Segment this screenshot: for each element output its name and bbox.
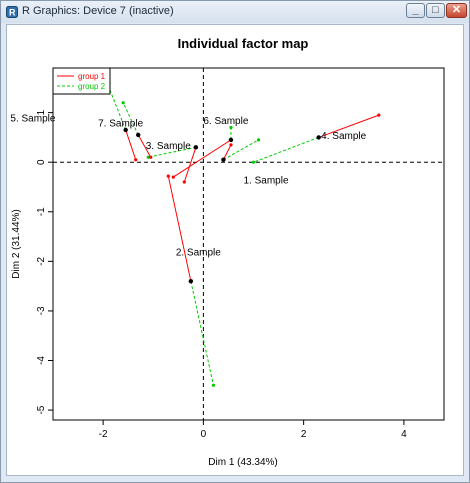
sample-label: 4. Sample (321, 131, 366, 142)
group1-segment (183, 147, 197, 183)
y-tick-label: 1 (36, 109, 47, 115)
window-title: R Graphics: Device 7 (inactive) (22, 5, 174, 17)
y-axis-label: Dim 2 (31.44%) (11, 209, 22, 278)
group1-point (377, 113, 381, 117)
group2-point (229, 125, 233, 130)
y-tick-label: -5 (36, 405, 47, 414)
group1-segment (137, 134, 152, 158)
individual-factor-map-plot: Individual factor map -2 0 2 4-5-4-3-2-101 … (10, 36, 445, 468)
group1-segment (125, 129, 137, 160)
y-tick-label: -1 (36, 207, 47, 216)
y-tick-label: -3 (36, 306, 47, 315)
group2-segment (122, 102, 139, 136)
group2-point (251, 160, 256, 164)
svg-text:R: R (9, 8, 16, 18)
sample-point (316, 135, 321, 140)
x-tick-label: 0 (201, 429, 207, 440)
group1-point (171, 175, 175, 179)
plot-canvas: Individual factor map -2 0 2 4 -5 -4 -3 -2 -1 0 1 … (6, 24, 464, 476)
group2-point (211, 383, 216, 387)
group2-segment (253, 136, 319, 163)
group1-segment (167, 175, 192, 282)
y-tick-label: 0 (36, 159, 47, 165)
group1-point (149, 155, 153, 159)
plot-title: Individual factor map (178, 36, 309, 51)
sample-label: 5. Sample (10, 114, 55, 125)
group1-point (166, 174, 170, 178)
group1-point (182, 180, 186, 184)
legend-label-group1: group 1 (78, 72, 106, 81)
group1-point (229, 143, 233, 147)
sample-label: 7. Sample (98, 119, 143, 130)
group2-segment (148, 146, 196, 158)
maximize-icon: □ (432, 4, 439, 16)
group2-point (121, 101, 125, 105)
legend: group 1 group 2 (52, 67, 111, 95)
group2-point (146, 155, 150, 159)
maximize-button[interactable]: □ (426, 3, 445, 18)
sample-point (123, 127, 128, 133)
x-tick-label: 2 (301, 429, 307, 440)
x-tick-label: 4 (401, 429, 407, 440)
group1-segment (222, 144, 232, 160)
title-bar[interactable]: R R Graphics: Device 7 (inactive) _ □ ✕ (1, 1, 469, 23)
sample-label: 3. Sample (146, 141, 191, 152)
sample-point (136, 132, 141, 138)
sample-label: 1. Sample (243, 176, 288, 187)
sample-point (188, 278, 194, 284)
x-axis-label: Dim 1 (43.34%) (208, 457, 277, 468)
sample-point (193, 145, 199, 150)
group1-segment (173, 139, 232, 178)
close-icon: ✕ (451, 4, 462, 16)
y-tick-label: -4 (36, 356, 47, 365)
y-tick-label: -2 (36, 256, 47, 265)
sample-label: 2. Sample (176, 247, 221, 258)
group1-segment (318, 114, 380, 138)
legend-label-group2: group 2 (78, 82, 106, 91)
close-button[interactable]: ✕ (446, 3, 467, 18)
group2-point (256, 138, 261, 142)
sample-point (221, 157, 226, 162)
group2-segment (223, 139, 259, 161)
r-app-icon: R (6, 6, 18, 18)
legend-box (52, 67, 111, 95)
group2-segment (190, 281, 214, 386)
plot-frame (52, 67, 445, 421)
minimize-button[interactable]: _ (406, 3, 425, 18)
x-tick-label: -2 (99, 429, 108, 440)
sample-point (228, 137, 234, 143)
sample-label: 6. Sample (203, 116, 248, 127)
group1-point (134, 158, 138, 162)
group2-segment (107, 85, 127, 131)
minimize-icon: _ (412, 4, 419, 16)
